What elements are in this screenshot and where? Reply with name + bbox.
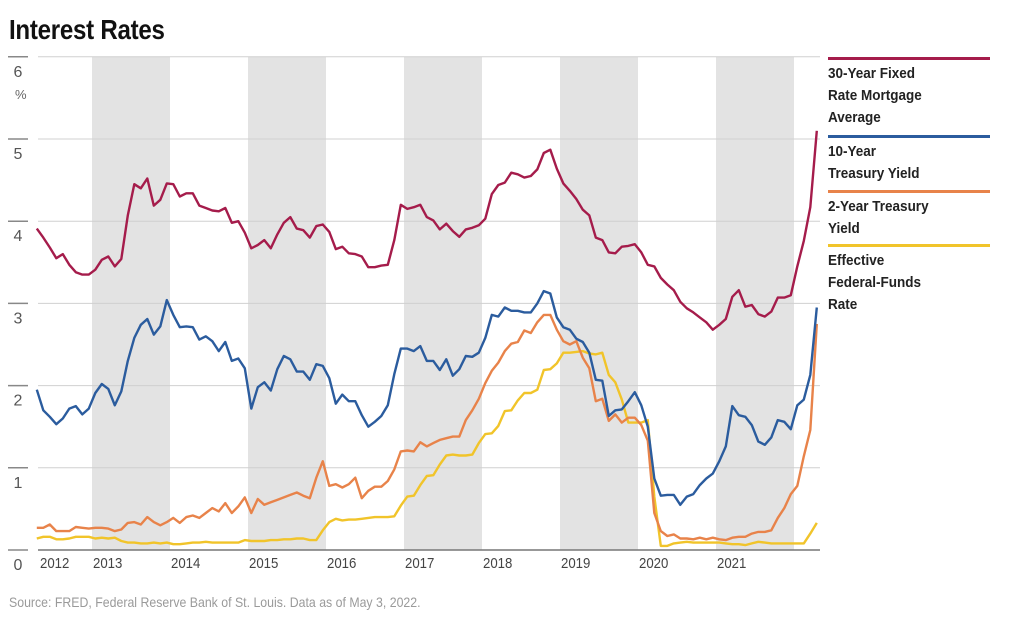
chart-title: Interest Rates: [9, 14, 165, 45]
series-line-effective-federal-funds-rate: [36, 349, 818, 548]
x-tick-label: 2012: [40, 554, 69, 571]
x-tick-label: 2013: [93, 554, 122, 571]
legend-label: Effective Federal-Funds Rate: [828, 252, 922, 313]
legend-swatch: [828, 135, 990, 138]
x-tick-label: 2014: [171, 554, 200, 571]
source-note: Source: FRED, Federal Reserve Bank of St…: [9, 594, 421, 610]
x-tick-label: 2021: [717, 554, 746, 571]
x-tick-label: 2016: [327, 554, 356, 571]
x-tick-label: 2015: [249, 554, 278, 571]
legend-swatch: [828, 244, 990, 247]
legend-item-2y: 2-Year Treasury Yield: [828, 190, 990, 240]
legend-item-fed-funds: Effective Federal-Funds Rate: [828, 244, 990, 316]
legend-label: 2-Year Treasury Yield: [828, 198, 929, 237]
y-axis-unit-label: %: [15, 87, 27, 102]
legend-item-10y: 10-Year Treasury Yield: [828, 135, 990, 185]
legend-label: 30-Year Fixed Rate Mortgage Average: [828, 65, 922, 126]
series-line-30-year-fixed-rate-mortgage-average: [35, 130, 818, 331]
y-tick-label: 5: [14, 146, 23, 163]
legend-item-mortgage: 30-Year Fixed Rate Mortgage Average: [828, 57, 990, 129]
x-tick-label: 2017: [405, 554, 434, 571]
x-tick-label: 2018: [483, 554, 512, 571]
y-tick-label: 1: [14, 475, 23, 492]
legend-label: 10-Year Treasury Yield: [828, 143, 920, 182]
y-tick-label: 6: [14, 64, 23, 81]
series-line-2-year-treasury-yield: [36, 313, 818, 542]
y-tick-label: 2: [14, 393, 23, 410]
y-tick-label: 0: [14, 557, 23, 574]
legend-swatch: [828, 190, 990, 193]
series-line-10-year-treasury-yield: [35, 289, 818, 506]
y-tick-label: 4: [14, 228, 23, 245]
legend-swatch: [828, 57, 990, 60]
x-tick-label: 2020: [639, 554, 668, 571]
x-tick-label: 2019: [561, 554, 590, 571]
y-tick-label: 3: [14, 310, 23, 327]
